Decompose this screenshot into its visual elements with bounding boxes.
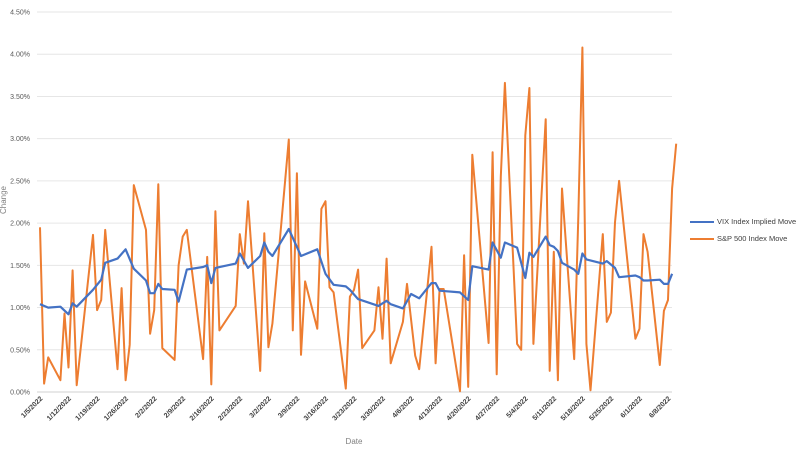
- x-tick-label: 3/23/2022: [331, 395, 358, 422]
- legend-swatch-vix: [690, 220, 714, 223]
- y-tick-label: 1.50%: [10, 263, 30, 270]
- series-line-sp500-index-move: [39, 46, 678, 393]
- y-tick-label: 2.50%: [10, 178, 30, 185]
- y-tick-label: 2.00%: [10, 221, 30, 228]
- x-tick-label: 4/27/2022: [474, 395, 501, 422]
- x-tick-label: 3/30/2022: [360, 395, 387, 422]
- legend: VIX Index Implied Move S&P 500 Index Mov…: [690, 213, 796, 247]
- legend-item-vix: VIX Index Implied Move: [690, 213, 796, 230]
- legend-label-sp500: S&P 500 Index Move: [717, 234, 788, 243]
- x-tick-label: 5/25/2022: [588, 395, 615, 422]
- x-tick-label: 1/5/2022: [20, 395, 44, 419]
- x-tick-label: 6/8/2022: [648, 395, 672, 419]
- x-tick-label: 4/13/2022: [417, 395, 444, 422]
- y-tick-label: 3.00%: [10, 136, 30, 143]
- x-tick-label: 6/1/2022: [620, 395, 644, 419]
- x-tick-label: 3/2/2022: [249, 395, 273, 419]
- y-tick-label: 0.50%: [10, 347, 30, 354]
- x-tick-label: 3/16/2022: [303, 395, 330, 422]
- series-lines: [39, 46, 678, 393]
- gridlines: [37, 11, 672, 393]
- y-axis-ticks: 0.00% 0.50% 1.00% 1.50% 2.00% 2.50% 3.00% 3.50%…: [10, 10, 30, 397]
- x-tick-label: 1/19/2022: [75, 395, 102, 422]
- x-tick-label: 2/23/2022: [217, 395, 244, 422]
- x-tick-label: 4/20/2022: [446, 395, 473, 422]
- x-axis-ticks: 1/5/2022 1/12/2022 1/19/2022 1/26/2022 2/2/2…: [20, 395, 672, 422]
- x-axis-title: Date: [346, 437, 363, 446]
- x-tick-label: 5/11/2022: [532, 395, 559, 422]
- x-tick-label: 1/12/2022: [46, 395, 73, 422]
- legend-item-sp500: S&P 500 Index Move: [690, 230, 796, 247]
- series-line-vix-implied-move: [39, 227, 674, 316]
- y-axis-title: Change: [0, 185, 8, 214]
- legend-swatch-sp500: [690, 237, 714, 240]
- y-tick-label: 1.00%: [10, 305, 30, 312]
- x-tick-label: 2/9/2022: [163, 395, 187, 419]
- x-tick-label: 5/4/2022: [505, 395, 529, 419]
- y-tick-label: 4.00%: [10, 52, 30, 59]
- y-tick-label: 4.50%: [10, 10, 30, 17]
- legend-label-vix: VIX Index Implied Move: [717, 217, 797, 226]
- x-tick-label: 3/9/2022: [277, 395, 301, 419]
- x-tick-label: 1/26/2022: [103, 395, 130, 422]
- x-tick-label: 5/18/2022: [560, 395, 587, 422]
- x-tick-label: 2/16/2022: [189, 395, 216, 422]
- y-tick-label: 0.00%: [10, 390, 30, 397]
- x-tick-label: 4/6/2022: [391, 395, 415, 419]
- x-tick-label: 2/2/2022: [134, 395, 158, 419]
- y-tick-label: 3.50%: [10, 94, 30, 101]
